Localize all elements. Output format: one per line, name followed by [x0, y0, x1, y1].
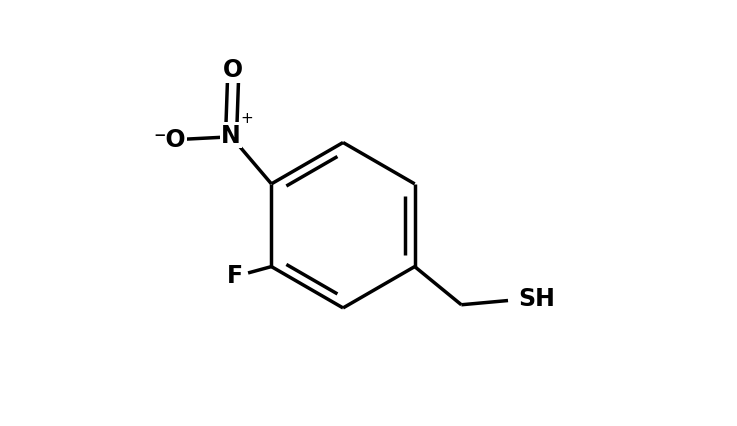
Text: SH: SH [519, 287, 556, 311]
Text: N: N [221, 124, 241, 148]
Text: F: F [227, 263, 243, 288]
Text: O: O [223, 58, 243, 82]
Text: +: + [241, 110, 254, 126]
Text: ⁻O: ⁻O [153, 128, 186, 152]
